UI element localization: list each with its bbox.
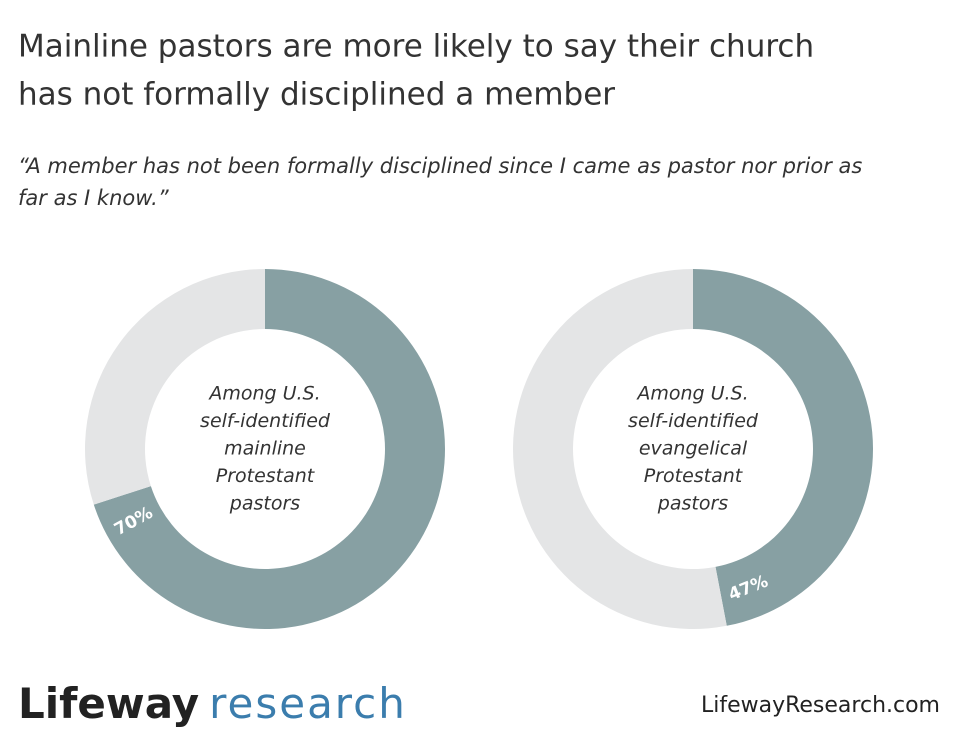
- center-label: self-identified: [200, 410, 331, 432]
- title-line: has not formally disciplined a member: [18, 77, 615, 113]
- center-label: Among U.S.: [635, 383, 748, 405]
- donut-segment: [84, 269, 265, 505]
- donut-segment: [513, 269, 727, 629]
- logo: Lifeway research: [18, 679, 407, 728]
- donut-segment: [93, 269, 446, 629]
- subtitle-line: “A member has not been formally discipli…: [18, 154, 862, 178]
- subtitle-line: far as I know.”: [18, 186, 170, 210]
- donut-segment: [693, 269, 874, 626]
- center-label: Among U.S.: [207, 383, 320, 405]
- center-label: Protestant: [644, 465, 744, 487]
- center-label: Protestant: [216, 465, 316, 487]
- center-label: self-identified: [628, 410, 759, 432]
- center-label: pastors: [229, 493, 300, 515]
- logo-accent: research: [209, 679, 407, 728]
- center-label: evangelical: [639, 438, 748, 460]
- logo-main: Lifeway: [18, 679, 199, 728]
- center-label: pastors: [657, 493, 728, 515]
- center-label: mainline: [224, 438, 306, 460]
- url: LifewayResearch.com: [701, 693, 940, 718]
- title-line: Mainline pastors are more likely to say …: [18, 29, 814, 65]
